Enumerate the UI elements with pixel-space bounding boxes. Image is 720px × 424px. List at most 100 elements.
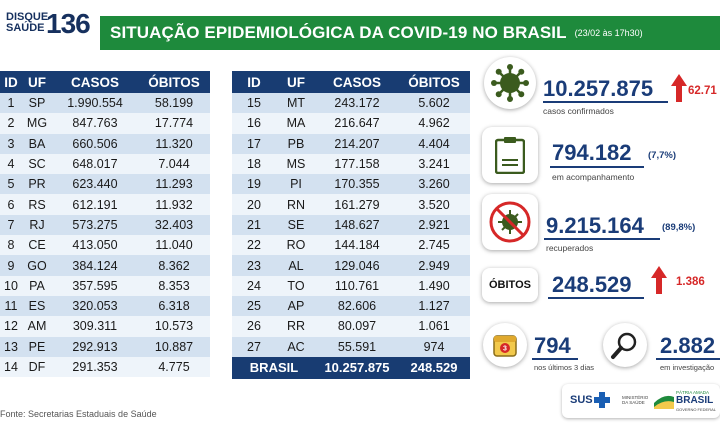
table-row: 15 MT 243.172 5.602 <box>232 93 470 114</box>
table-row: 20 RN 161.279 3.520 <box>232 194 470 215</box>
cell-id: 19 <box>232 174 276 195</box>
cell-obitos: 6.318 <box>138 295 210 317</box>
gov-top: PÁTRIA AMADA <box>676 390 710 395</box>
confirmed-increase: 62.71 <box>688 85 717 97</box>
cell-id: 17 <box>232 133 276 154</box>
clipboard-icon <box>495 137 525 174</box>
cell-obitos: 10.573 <box>138 316 210 337</box>
cell-id: 1 <box>0 93 22 114</box>
cell-uf: DF <box>22 356 52 378</box>
table-row: 8 CE 413.050 11.040 <box>0 235 210 256</box>
monitoring-icon-card <box>482 127 538 183</box>
calendar-icon: 3 <box>493 335 517 357</box>
cell-obitos: 5.602 <box>398 93 470 114</box>
cell-uf: RN <box>276 194 316 215</box>
crossed-virus-icon <box>489 201 531 243</box>
monitoring-underline <box>550 166 644 168</box>
cell-casos: 216.647 <box>316 113 398 134</box>
cell-casos: 1.990.554 <box>52 93 138 114</box>
table-row: 2 MG 847.763 17.774 <box>0 113 210 134</box>
gov-sub: GOVERNO FEDERAL <box>676 407 717 412</box>
col-header-casos: CASOS <box>316 71 398 93</box>
cell-uf: RJ <box>22 214 52 236</box>
virus-icon <box>491 64 529 102</box>
monitoring-pct: (7,7%) <box>648 150 676 161</box>
cell-obitos: 4.775 <box>138 356 210 378</box>
gov-logo: BRASIL <box>676 395 714 406</box>
cell-id: 2 <box>0 113 22 134</box>
cell-id: 21 <box>232 214 276 236</box>
table-row: 9 GO 384.124 8.362 <box>0 255 210 276</box>
cell-obitos: 17.774 <box>138 113 210 134</box>
cell-obitos: 4.404 <box>398 133 470 154</box>
table-row: 21 SE 148.627 2.921 <box>232 214 470 236</box>
cell-uf: PI <box>276 174 316 195</box>
cell-uf: PB <box>276 133 316 154</box>
col-header-casos: CASOS <box>52 71 138 93</box>
cell-id: 14 <box>0 356 22 378</box>
col-header-uf: UF <box>276 71 316 93</box>
cell-uf: AL <box>276 255 316 276</box>
ministry-logo: MINISTÉRIO DA SAÚDE <box>622 395 649 405</box>
cell-id: 13 <box>0 336 22 357</box>
cell-casos: 320.053 <box>52 295 138 317</box>
cell-id: 16 <box>232 113 276 134</box>
cell-uf: BA <box>22 133 52 154</box>
cell-casos: 55.591 <box>316 336 398 357</box>
cell-obitos: 2.949 <box>398 255 470 276</box>
cell-casos: 170.355 <box>316 174 398 195</box>
cell-obitos: 11.320 <box>138 133 210 154</box>
cell-id: 23 <box>232 255 276 276</box>
cell-id: 7 <box>0 214 22 236</box>
cell-id: 18 <box>232 153 276 175</box>
recent-underline <box>532 358 578 360</box>
table-row: 13 PE 292.913 10.887 <box>0 336 210 357</box>
cell-id: 3 <box>0 133 22 154</box>
cell-obitos: 1.127 <box>398 295 470 317</box>
magnifier-icon <box>611 332 637 359</box>
cell-casos: 291.353 <box>52 356 138 378</box>
investigation-icon-circle <box>603 323 647 367</box>
col-header-obitos: ÓBITOS <box>398 71 470 93</box>
recent-icon-circle: 3 <box>483 323 527 367</box>
cell-id: 15 <box>232 93 276 114</box>
cell-casos: 214.207 <box>316 133 398 154</box>
investigation-underline <box>656 358 720 360</box>
cell-obitos: 10.887 <box>138 336 210 357</box>
col-header-uf: UF <box>22 71 52 93</box>
cell-obitos: 11.932 <box>138 194 210 215</box>
cell-uf: RS <box>22 194 52 215</box>
cell-uf: AM <box>22 316 52 337</box>
cell-uf: RO <box>276 235 316 256</box>
cell-uf: PE <box>22 336 52 357</box>
cell-uf: CE <box>22 235 52 256</box>
table-row: 19 PI 170.355 3.260 <box>232 174 470 195</box>
cell-id: 8 <box>0 235 22 256</box>
table-row: 7 RJ 573.275 32.403 <box>0 214 210 236</box>
cell-casos: 573.275 <box>52 214 138 236</box>
cell-uf: AP <box>276 295 316 317</box>
total-row: BRASIL 10.257.875 248.529 <box>232 356 470 379</box>
up-arrow-icon <box>671 74 687 102</box>
footer-logos: SUS MINISTÉRIO DA SAÚDE PÁTRIA AMADA BRA… <box>562 384 720 418</box>
title-bar: SITUAÇÃO EPIDEMIOLÓGICA DA COVID-19 NO B… <box>100 16 720 50</box>
table-row: 18 MS 177.158 3.241 <box>232 153 470 175</box>
cell-casos: 177.158 <box>316 153 398 175</box>
sus-logo: SUS <box>570 394 593 406</box>
table-row: 27 AC 55.591 974 <box>232 336 470 357</box>
table-row: 16 MA 216.647 4.962 <box>232 113 470 134</box>
table-row: 25 AP 82.606 1.127 <box>232 295 470 317</box>
cell-casos: 243.172 <box>316 93 398 114</box>
sus-cross-icon <box>594 392 610 408</box>
cell-uf: AC <box>276 336 316 357</box>
cell-obitos: 11.040 <box>138 235 210 256</box>
cell-uf: MT <box>276 93 316 114</box>
table-row: 3 BA 660.506 11.320 <box>0 133 210 154</box>
cell-casos: 612.191 <box>52 194 138 215</box>
recovered-underline <box>544 238 660 240</box>
page-subtitle: (23/02 às 17h30) <box>574 28 643 38</box>
logo-text: DISQUE SAÚDE <box>6 12 48 34</box>
cell-uf: SC <box>22 153 52 175</box>
confirmed-underline <box>543 101 668 103</box>
cell-casos: 148.627 <box>316 214 398 236</box>
